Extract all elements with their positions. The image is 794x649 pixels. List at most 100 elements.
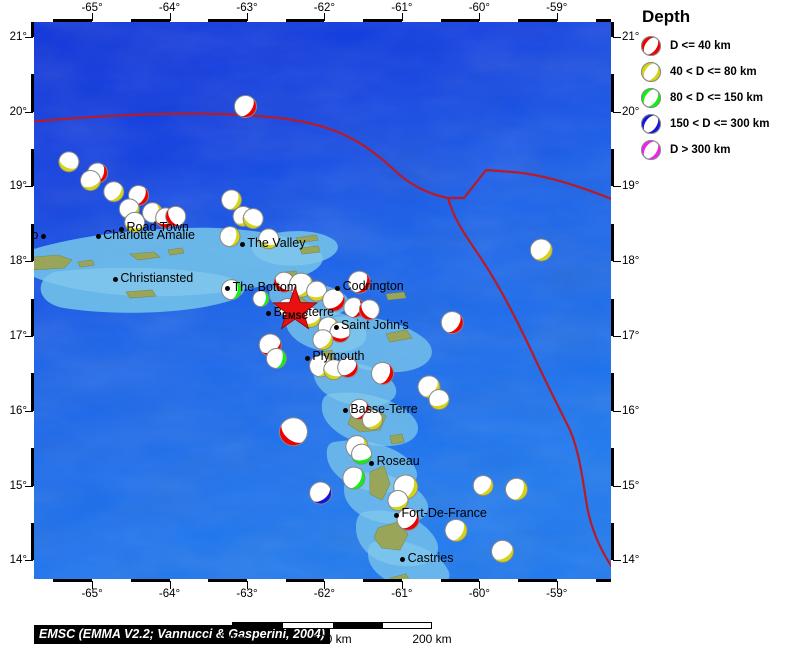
lon-tick xyxy=(92,13,94,21)
scale-bar-track xyxy=(232,622,432,629)
city-label: Roseau xyxy=(376,454,420,469)
lat-tick-label: 14° xyxy=(622,554,640,567)
legend-items: D <= 40 km 40 < D <= 80 km 80 < D <= 150 k… xyxy=(640,33,794,163)
lon-tick xyxy=(479,581,481,589)
focal-mechanism-icon xyxy=(491,539,515,563)
city-label: Plymouth xyxy=(312,349,365,364)
focal-mechanism-icon xyxy=(221,189,242,211)
lat-tick xyxy=(25,261,33,263)
lat-tick-label: 19° xyxy=(9,180,27,193)
focal-mechanism-icon xyxy=(242,208,264,230)
map-frame xyxy=(31,19,614,582)
frame-segment xyxy=(518,579,557,582)
epicenter-label: EMSC xyxy=(282,310,309,321)
lat-tick-label: 21° xyxy=(9,30,27,43)
lat-tick xyxy=(613,485,621,487)
lat-tick-label: 18° xyxy=(9,255,27,268)
focal-mechanism-icon xyxy=(428,389,450,411)
legend-label: 40 < D <= 80 km xyxy=(670,66,757,78)
frame-segment xyxy=(31,22,34,37)
focal-mechanism-icon xyxy=(371,361,394,385)
legend-item: 150 < D <= 300 km xyxy=(640,111,794,137)
credit-text: EMSC (EMMA V2.2; Vannucci & Gasperini, 2… xyxy=(34,625,330,644)
frame-segment xyxy=(611,448,614,486)
frame-segment xyxy=(611,223,614,262)
lat-tick xyxy=(25,336,33,337)
map-graphics xyxy=(34,22,611,579)
focal-mechanism-icon xyxy=(640,139,662,161)
lon-tick-label: -59° xyxy=(546,2,568,14)
epicenter-marker[interactable] xyxy=(271,285,319,334)
lat-tick-label: 15° xyxy=(622,479,640,492)
lon-tick-label: -63° xyxy=(236,588,258,600)
lat-tick xyxy=(613,36,621,38)
focal-mechanism-icon xyxy=(58,151,80,173)
legend-title: Depth xyxy=(642,7,691,26)
lat-tick-label: 14° xyxy=(9,554,27,567)
city-dot xyxy=(40,234,46,240)
lat-tick-label: 18° xyxy=(622,255,640,268)
star-icon xyxy=(271,285,319,330)
lat-tick-label: 17° xyxy=(622,330,640,342)
lon-tick-label: -64° xyxy=(158,2,181,14)
focal-mechanism-icon xyxy=(221,279,242,301)
lat-tick xyxy=(613,261,621,263)
city-dot xyxy=(333,324,339,330)
lat-tick xyxy=(25,485,33,487)
focal-mechanism-icon xyxy=(440,311,464,335)
frame-segment xyxy=(440,19,480,22)
lon-tick xyxy=(324,13,326,21)
city-label: Road Town xyxy=(126,220,189,235)
scale-segment xyxy=(333,623,383,628)
lon-tick xyxy=(246,13,248,21)
lat-tick xyxy=(25,560,33,562)
lon-tick-label: -62° xyxy=(313,2,336,14)
scale-segment xyxy=(233,623,283,628)
lon-tick-label: -62° xyxy=(313,588,336,600)
lon-tick-label: -61° xyxy=(391,588,413,600)
lat-tick-label: 16° xyxy=(9,404,27,417)
frame-segment xyxy=(31,223,34,262)
city-label: Basse-Terre xyxy=(350,401,418,416)
city-label: The Bottom xyxy=(232,279,298,294)
city-dot xyxy=(95,234,101,240)
scale-label: 200 km xyxy=(412,632,452,646)
frame-segment xyxy=(595,19,611,22)
frame-segment xyxy=(130,579,170,582)
frame-segment xyxy=(208,19,247,22)
legend-label: D > 300 km xyxy=(670,144,731,156)
focal-mechanism-icon xyxy=(306,280,328,302)
frame-segment xyxy=(363,579,402,582)
frame-segment xyxy=(363,19,402,22)
lon-tick xyxy=(556,13,558,21)
lat-tick-label: 19° xyxy=(622,180,640,193)
lat-tick xyxy=(25,410,33,412)
lon-tick xyxy=(246,581,248,589)
focal-mechanism-icon xyxy=(640,61,662,83)
legend-label: 150 < D <= 300 km xyxy=(670,118,770,130)
frame-segment xyxy=(440,579,480,582)
depth-legend: Depth D <= 40 km 40 < D <= 80 km 80 < D <=… xyxy=(640,7,794,163)
frame-segment xyxy=(595,579,611,582)
lon-tick-label: -63° xyxy=(236,2,258,14)
frame-segment xyxy=(53,19,93,22)
city-dot xyxy=(400,557,406,563)
lat-tick-label: 17° xyxy=(9,330,27,342)
city-dot xyxy=(369,460,375,466)
lon-tick xyxy=(92,581,94,589)
city-label: Charlotte Amalie xyxy=(103,227,195,242)
frame-segment xyxy=(31,298,34,336)
legend-item: D > 300 km xyxy=(640,137,794,163)
frame-segment xyxy=(208,579,247,582)
scale-label: 100 km xyxy=(312,632,352,646)
lon-tick xyxy=(169,581,171,589)
lat-tick-label: 16° xyxy=(622,404,640,417)
focal-mechanism-icon xyxy=(103,181,125,203)
focal-mechanism-icon xyxy=(258,228,280,250)
lon-tick-label: -59° xyxy=(546,588,568,600)
lat-tick xyxy=(613,336,621,337)
focal-mechanism-icon xyxy=(309,481,333,505)
city-dot xyxy=(119,226,125,232)
lat-tick xyxy=(25,36,33,38)
